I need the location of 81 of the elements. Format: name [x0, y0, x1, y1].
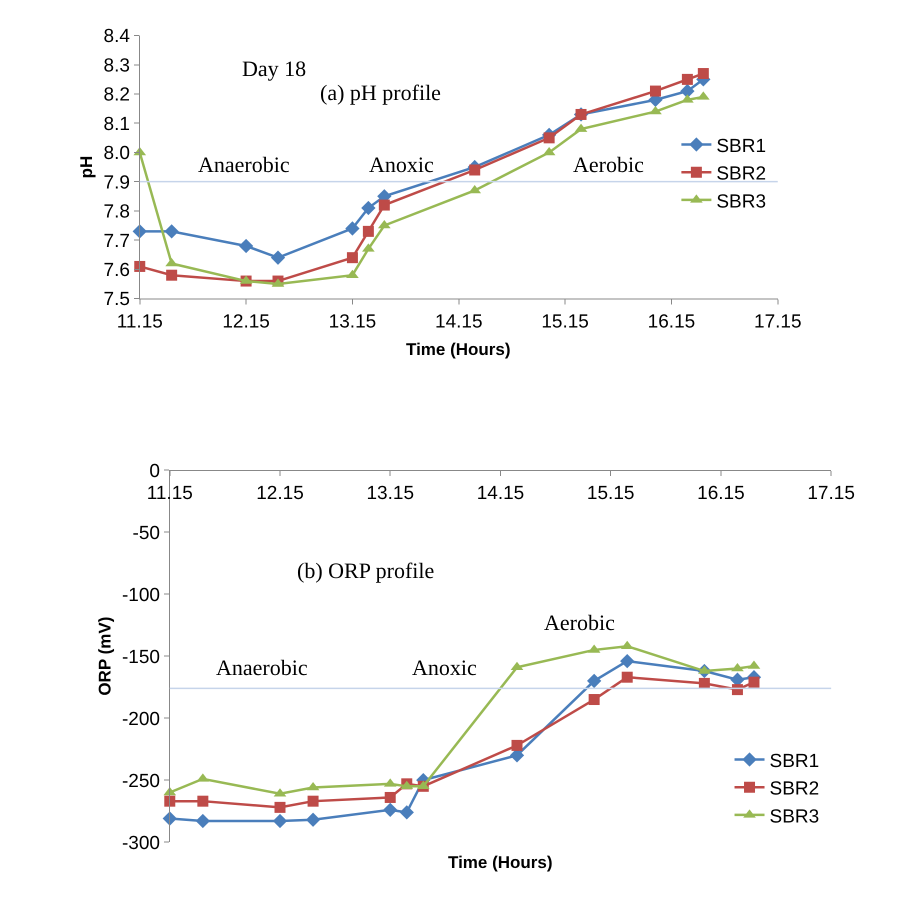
x-tick-label: 13.15 [328, 311, 376, 332]
y-tick-label: 7.9 [104, 172, 130, 194]
point [680, 84, 695, 98]
y-tick-label: 8.3 [104, 55, 130, 76]
y-tick-label: 7.5 [104, 289, 130, 310]
x-tick-label: 15.15 [541, 311, 589, 332]
x-tick-label: 14.15 [476, 482, 524, 504]
y-axis-title: ORP (mV) [95, 616, 114, 696]
legend-label: SBR2 [716, 164, 766, 185]
annotation: Anaerobic [198, 152, 290, 177]
annotation: Aerobic [544, 610, 616, 635]
point [622, 672, 633, 683]
x-axis-title: Time (Hours) [448, 853, 553, 872]
x-tick-label: 16.15 [697, 482, 745, 504]
point [378, 200, 390, 211]
text: (a) pH profile [320, 80, 441, 105]
y-tick-label: -250 [122, 770, 160, 792]
point [196, 814, 210, 828]
y-tick-label: 0 [149, 460, 160, 482]
point [588, 694, 600, 706]
point [306, 812, 320, 827]
point [272, 814, 288, 828]
y-tick-label: -50 [132, 522, 160, 544]
x-tick-label: 16.15 [648, 311, 696, 332]
y-tick-label: 7.6 [104, 260, 130, 282]
point [748, 676, 760, 688]
point [400, 805, 414, 820]
point [361, 200, 376, 216]
point [197, 796, 208, 807]
y-tick-label: -100 [122, 584, 160, 606]
y-tick-label: 7.8 [104, 202, 130, 223]
y-tick-label: -200 [122, 708, 160, 730]
point [345, 221, 360, 236]
point [270, 250, 286, 265]
legend-label: SBR1 [770, 750, 820, 772]
point [650, 86, 661, 97]
point [383, 802, 398, 818]
x-axis-title: Time (Hours) [406, 340, 511, 359]
y-tick-label: 8.0 [104, 143, 130, 164]
y-tick-label: 8.1 [104, 114, 130, 135]
annotation: Anoxic [412, 655, 477, 680]
point [544, 132, 555, 144]
annotation: Anaerobic [216, 655, 308, 680]
x-tick-label: 13.15 [366, 482, 414, 504]
point [682, 74, 693, 85]
point [362, 226, 374, 237]
point [620, 654, 634, 668]
x-tick-label: 12.15 [222, 311, 270, 332]
x-tick-label: 15.15 [586, 482, 634, 504]
y-tick-label: -150 [122, 646, 160, 668]
point [346, 252, 358, 264]
annotation: Anoxic [369, 152, 434, 177]
legend-label: SBR1 [716, 136, 766, 157]
y-axis-title: pH [77, 156, 96, 178]
point [469, 164, 480, 176]
annotation: Aerobic [573, 152, 644, 177]
point [166, 270, 178, 281]
point [308, 796, 319, 807]
x-tick-label: 17.15 [754, 311, 802, 332]
x-tick-label: 11.15 [116, 311, 163, 332]
point [164, 224, 179, 239]
y-tick-label: 8.4 [104, 26, 130, 48]
point [384, 792, 396, 803]
text: (b) ORP profile [297, 558, 434, 583]
y-tick-label: 7.7 [104, 230, 130, 252]
point [698, 68, 709, 80]
legend-label: SBR2 [770, 778, 820, 800]
point [586, 674, 602, 688]
x-tick-label: 11.15 [146, 482, 193, 504]
annotation: Day 18 [242, 56, 306, 81]
x-tick-label: 14.15 [434, 311, 483, 332]
legend-label: SBR3 [770, 806, 820, 828]
point [238, 238, 254, 254]
legend-label: SBR3 [716, 191, 766, 212]
point [274, 802, 286, 813]
x-tick-label: 17.15 [807, 482, 855, 504]
point [164, 796, 176, 807]
y-tick-label: 8.2 [104, 84, 130, 106]
x-tick-label: 12.15 [256, 482, 304, 504]
y-tick-label: -300 [122, 832, 160, 854]
point [511, 740, 522, 751]
